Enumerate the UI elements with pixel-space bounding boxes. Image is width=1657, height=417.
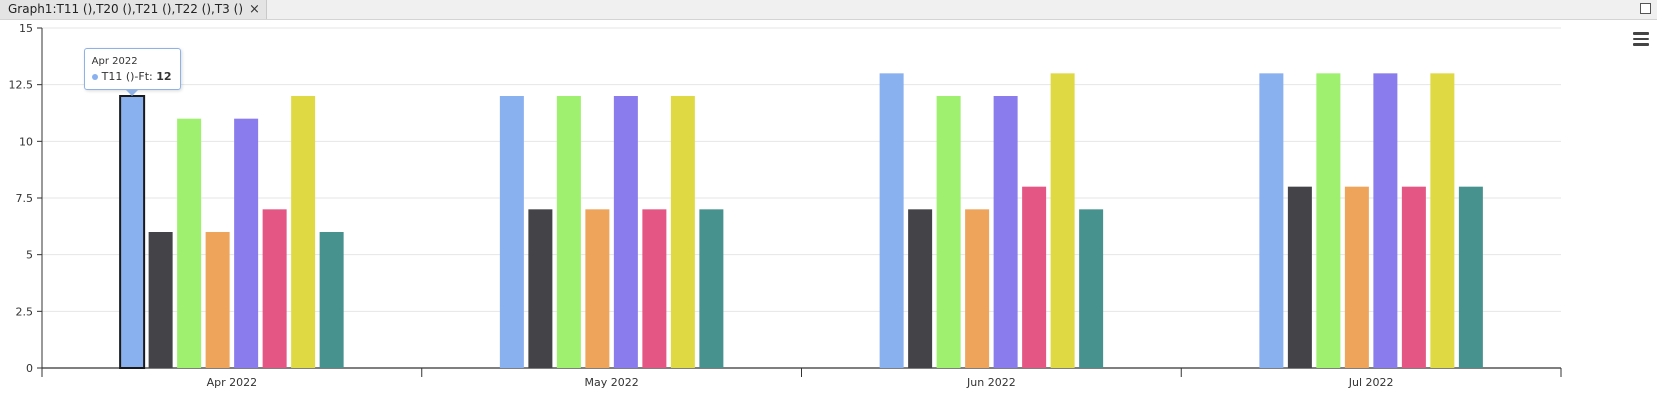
bar [234,118,259,369]
bar-chart: 0 2.5 5 7.5 10 12.5 15 Apr 2022 May 2022 Jun 2022… [9,22,1562,389]
bar [908,209,933,368]
tooltip-series-dot [91,74,98,80]
chart-area: 0 2.5 5 7.5 10 12.5 15 Apr 2022 May 2022 Jun 2022… [0,20,1657,417]
bar [1287,186,1312,368]
hamburger-menu-icon[interactable] [1633,32,1649,46]
bar [319,232,344,368]
bar [1259,73,1284,369]
bar [1458,186,1483,368]
maximize-icon[interactable] [1640,3,1651,14]
bar [262,209,287,368]
bar [499,96,524,368]
bar [1344,186,1369,368]
tab-graph1[interactable]: Graph1:T11 (),T20 (),T21 (),T22 (),T3 ()… [0,0,267,19]
tooltip-label: T11 ()-Ft: [101,70,157,83]
bar [585,209,610,368]
bar [119,95,146,369]
y-tick-label: 10 [19,135,33,148]
bar [1050,73,1075,369]
tooltip-value: 12 [156,70,172,83]
x-tick-label: Apr 2022 [207,376,258,389]
bar [177,118,202,369]
close-icon[interactable]: × [249,2,260,17]
bar [291,96,316,368]
bar [1022,186,1047,368]
y-tick-label: 12.5 [9,79,34,92]
bar [936,96,961,368]
bar [670,96,695,368]
bar [879,73,904,369]
bar [556,96,581,368]
bar [528,209,553,368]
bar [148,232,173,368]
y-tick-label: 0 [26,362,33,375]
bar [1079,209,1104,368]
bar [993,96,1018,368]
bar [642,209,667,368]
x-tick-label: May 2022 [585,376,639,389]
chart-tooltip: Apr 2022 T11 ()-Ft: 12 [83,48,181,90]
x-tick-label: Jul 2022 [1348,376,1394,389]
tooltip-date: Apr 2022 [91,56,138,67]
y-tick-label: 15 [19,22,33,35]
y-tick-label: 5 [26,249,33,262]
x-tick-label: Jun 2022 [966,376,1016,389]
tooltip-arrow [126,90,139,96]
bar [1430,73,1455,369]
bar [1316,73,1341,369]
bar [965,209,990,368]
bar [1373,73,1398,369]
bar [699,209,724,368]
bar [205,232,230,368]
y-tick-label: 2.5 [16,305,34,318]
bar [1401,186,1426,368]
tab-bar: Graph1:T11 (),T20 (),T21 (),T22 (),T3 ()… [0,0,1657,20]
bar [613,96,638,368]
tab-title: Graph1:T11 (),T20 (),T21 (),T22 (),T3 () [8,2,243,16]
y-tick-label: 7.5 [16,192,34,205]
